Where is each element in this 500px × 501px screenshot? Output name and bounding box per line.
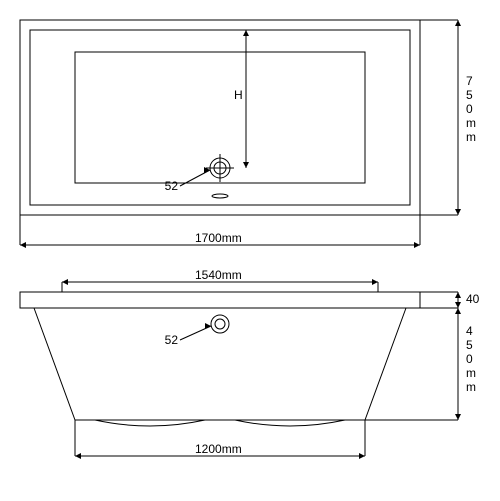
svg-text:m: m bbox=[466, 130, 476, 144]
side-view: 521540mm1200mm40450mm bbox=[20, 268, 480, 459]
svg-text:m: m bbox=[466, 366, 476, 380]
svg-text:5: 5 bbox=[466, 338, 473, 352]
top-view: H521700mm750mm bbox=[20, 20, 476, 248]
dim-label-drain-top: 52 bbox=[165, 179, 179, 193]
technical-drawing: H521700mm750mm521540mm1200mm40450mm bbox=[0, 0, 500, 501]
svg-text:4: 4 bbox=[466, 324, 473, 338]
dim-label-1540: 1540mm bbox=[195, 268, 242, 282]
dim-label-450: 450mm bbox=[466, 324, 476, 394]
dim-label-drain-side: 52 bbox=[165, 333, 179, 347]
svg-text:5: 5 bbox=[466, 88, 473, 102]
dim-label-1700: 1700mm bbox=[195, 231, 242, 245]
dim-label-750: 750mm bbox=[466, 74, 476, 144]
dim-label-40: 40 bbox=[466, 292, 480, 306]
svg-text:m: m bbox=[466, 116, 476, 130]
svg-text:m: m bbox=[466, 380, 476, 394]
svg-text:0: 0 bbox=[466, 102, 473, 116]
svg-text:7: 7 bbox=[466, 74, 473, 88]
dim-label-H: H bbox=[234, 88, 243, 102]
dim-label-1200: 1200mm bbox=[195, 442, 242, 456]
svg-text:0: 0 bbox=[466, 352, 473, 366]
